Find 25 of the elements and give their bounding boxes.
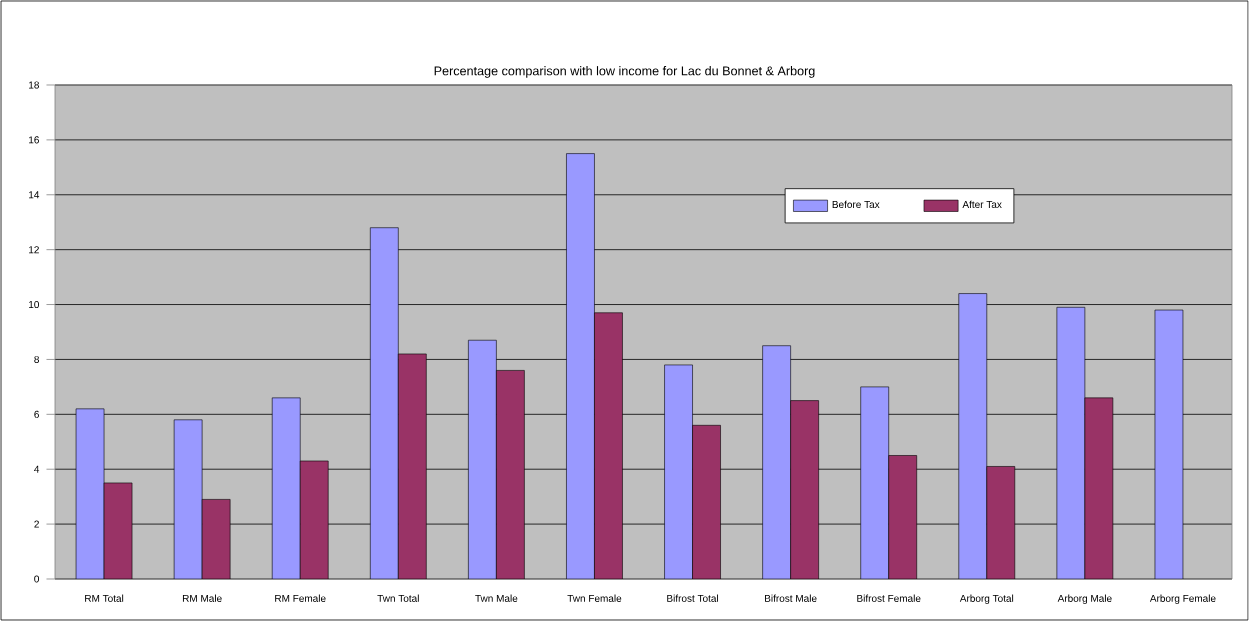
y-tick-label: 10 bbox=[29, 300, 40, 309]
x-tick-label: Bifrost Female bbox=[857, 594, 921, 602]
x-tick-label: RM Total bbox=[85, 594, 124, 602]
chart-title: Percentage comparison with low income for Lac du Bonnet & Arborg bbox=[434, 66, 815, 78]
x-tick-label: RM Female bbox=[275, 594, 326, 602]
y-tick-label: 14 bbox=[29, 191, 40, 199]
x-tick-label: Twn Total bbox=[377, 594, 419, 602]
x-tick-label: RM Male bbox=[182, 594, 222, 602]
y-tick-label: 8 bbox=[34, 355, 39, 363]
y-tick-label: 18 bbox=[29, 81, 39, 89]
legend-label: After Tax bbox=[962, 200, 1002, 209]
y-tick-label: 2 bbox=[34, 520, 39, 528]
y-tick-label: 4 bbox=[34, 465, 40, 473]
x-tick-label: Bifrost Total bbox=[667, 594, 719, 602]
x-tick-label: Twn Male bbox=[475, 594, 518, 602]
y-tick-label: 6 bbox=[34, 410, 39, 418]
y-tick-label: 0 bbox=[34, 575, 40, 583]
x-tick-label: Bifrost Male bbox=[765, 594, 817, 602]
legend-label: Before Tax bbox=[832, 200, 880, 209]
x-tick-label: Arborg Total bbox=[959, 594, 1014, 604]
y-tick-label: 16 bbox=[29, 136, 39, 144]
x-tick-label: Arborg Female bbox=[1149, 594, 1216, 604]
x-tick-label: Twn Female bbox=[567, 594, 622, 602]
x-tick-label: Arborg Male bbox=[1057, 594, 1112, 604]
y-tick-label: 12 bbox=[29, 246, 39, 254]
